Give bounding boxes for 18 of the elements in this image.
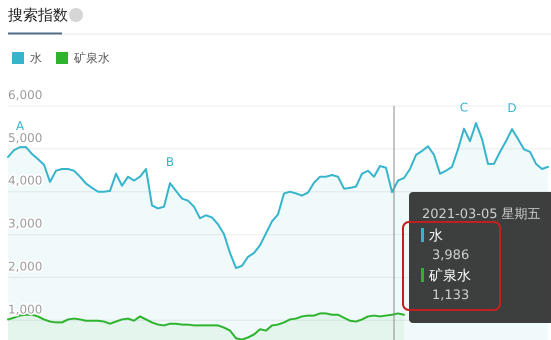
annotation: B [166,155,174,170]
y-tick-label: 2,000 [8,259,42,274]
y-tick-label: 5,000 [8,130,42,145]
annotation: 1,133 [432,288,470,303]
y-tick-label: 1,000 [8,302,42,316]
y-tick-label: 6,000 [8,88,42,102]
annotation: 2021-03-05 星期五 [422,207,541,222]
chart-title: 搜索指数 [8,6,68,24]
y-tick-label: 4,000 [8,174,42,188]
annotation: 3,986 [432,248,470,263]
annotation: C [460,100,468,115]
y-tick-label: 3,000 [8,216,42,231]
text: 水 [429,228,443,244]
legend-label: 矿泉水 [428,268,471,284]
annotation: D [507,101,517,116]
legend-label: 水 [30,51,42,65]
annotation: A [16,119,25,134]
text: 矿泉水 [74,51,110,65]
